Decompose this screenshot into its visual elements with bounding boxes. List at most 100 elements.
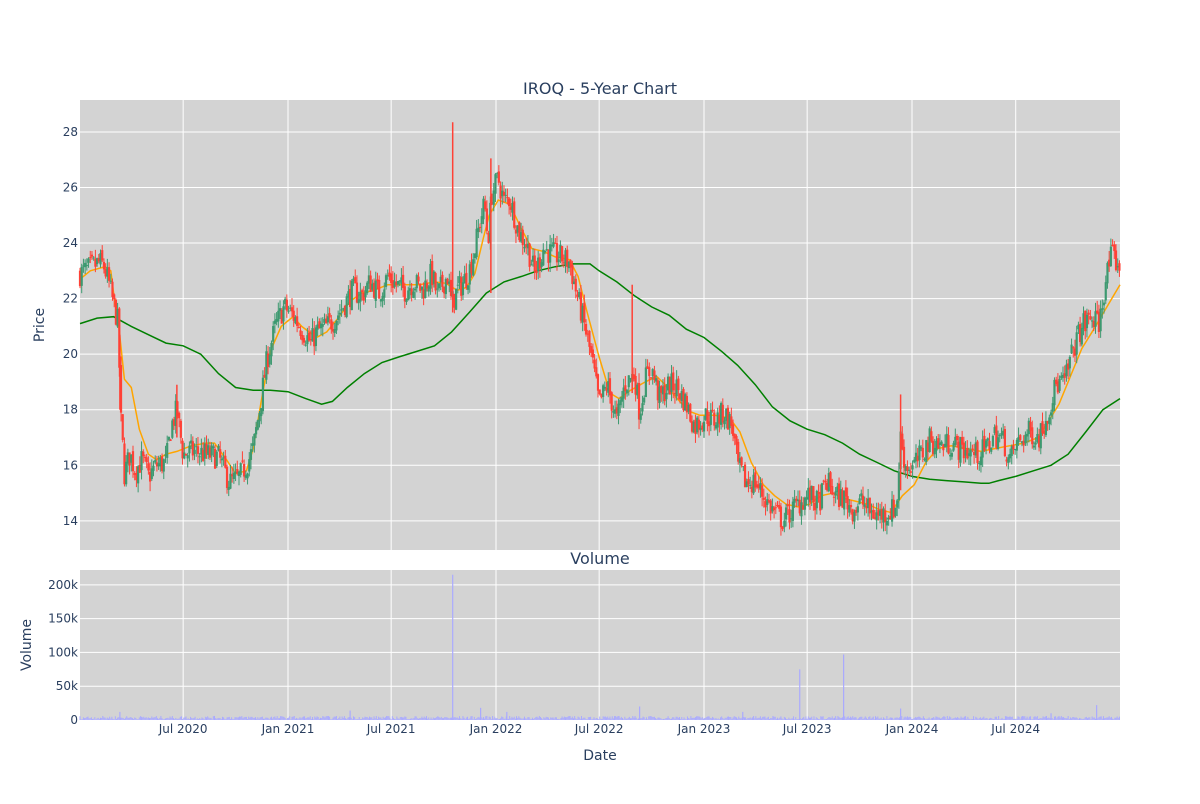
price-y-axis-title: Price <box>32 308 48 342</box>
volume-bar <box>561 716 563 720</box>
candle <box>273 313 276 334</box>
candle <box>610 391 613 419</box>
volume-bar <box>872 716 874 720</box>
volume-bar <box>278 718 280 720</box>
candle <box>1026 429 1029 446</box>
candle <box>437 283 441 292</box>
volume-bar <box>729 717 731 720</box>
candle <box>745 478 748 488</box>
x-tick: Jul 2024 <box>990 722 1040 736</box>
price-y-tick: 28 <box>63 125 78 139</box>
candle <box>959 436 962 467</box>
candle <box>925 439 928 466</box>
volume-bar <box>922 716 924 720</box>
volume-bar <box>773 716 775 720</box>
volume-bar <box>938 717 940 720</box>
volume-bar <box>657 717 659 720</box>
volume-bar <box>582 718 584 720</box>
volume-bar <box>125 717 127 720</box>
volume-bar <box>953 718 955 720</box>
volume-bar <box>766 717 768 720</box>
volume-bar <box>1041 718 1043 720</box>
candle <box>398 280 401 286</box>
volume-bar <box>432 717 434 720</box>
volume-bar <box>1018 716 1020 720</box>
volume-bar <box>153 717 155 720</box>
candle <box>463 265 466 284</box>
volume-bar <box>411 718 413 720</box>
candle <box>742 466 745 472</box>
volume-bar <box>195 719 197 720</box>
candle <box>480 208 483 234</box>
volume-bar <box>1004 716 1006 720</box>
volume-bar <box>236 717 238 720</box>
volume-bar <box>764 716 766 720</box>
volume-bar <box>228 716 230 720</box>
candle <box>571 260 574 290</box>
candle <box>974 436 977 458</box>
volume-bar <box>1075 717 1077 720</box>
volume-bar <box>440 716 442 720</box>
candle <box>783 512 786 533</box>
volume-bar <box>237 717 239 720</box>
volume-bar <box>255 717 257 720</box>
volume-bar <box>496 718 498 720</box>
volume-bar <box>934 718 936 720</box>
candle <box>784 503 788 527</box>
volume-bar <box>258 718 260 720</box>
candle <box>904 464 907 478</box>
volume-bar <box>375 716 377 720</box>
price-plot-background[interactable] <box>80 100 1120 550</box>
candle <box>836 482 839 500</box>
volume-bar <box>348 717 350 720</box>
volume-bar <box>720 717 722 720</box>
candle <box>128 452 131 475</box>
volume-bar <box>343 716 345 720</box>
candle <box>379 298 382 307</box>
volume-bar <box>1100 716 1102 720</box>
candle <box>378 275 381 299</box>
volume-bar <box>584 717 586 720</box>
volume-bar <box>770 718 772 720</box>
volume-bar <box>880 717 882 720</box>
candle <box>528 243 531 272</box>
candle <box>832 492 836 507</box>
volume-bar <box>300 718 302 720</box>
volume-bar <box>960 716 962 720</box>
price-y-tick: 16 <box>63 458 78 472</box>
volume-bar <box>485 716 487 720</box>
candle <box>431 254 434 293</box>
candle <box>366 280 369 295</box>
volume-bar <box>503 718 505 720</box>
volume-bar <box>332 717 334 720</box>
volume-bar <box>88 718 90 720</box>
volume-bar <box>256 718 258 720</box>
volume-bar <box>810 717 812 720</box>
volume-bar <box>280 716 282 720</box>
volume-bar <box>415 716 417 720</box>
volume-bar <box>1032 719 1034 720</box>
candle <box>251 436 254 452</box>
volume-bar <box>969 719 971 720</box>
volume-bar <box>712 716 714 720</box>
volume-bar <box>936 716 938 720</box>
candle <box>810 485 813 507</box>
volume-bar <box>286 718 288 720</box>
volume-bar <box>1031 719 1033 720</box>
candle <box>415 273 418 293</box>
volume-bar <box>217 718 219 720</box>
volume-bar <box>811 716 813 720</box>
volume-bar <box>976 717 978 720</box>
candle <box>470 253 473 278</box>
volume-bar <box>614 716 616 720</box>
candle <box>289 304 292 312</box>
volume-plot-background[interactable] <box>80 570 1120 720</box>
candle <box>113 293 116 308</box>
candle <box>254 421 258 439</box>
volume-bar <box>397 718 399 720</box>
candle <box>1003 425 1006 458</box>
candle <box>514 225 518 244</box>
volume-bar <box>652 716 654 720</box>
volume-bar <box>1080 718 1082 720</box>
candle <box>685 392 689 419</box>
